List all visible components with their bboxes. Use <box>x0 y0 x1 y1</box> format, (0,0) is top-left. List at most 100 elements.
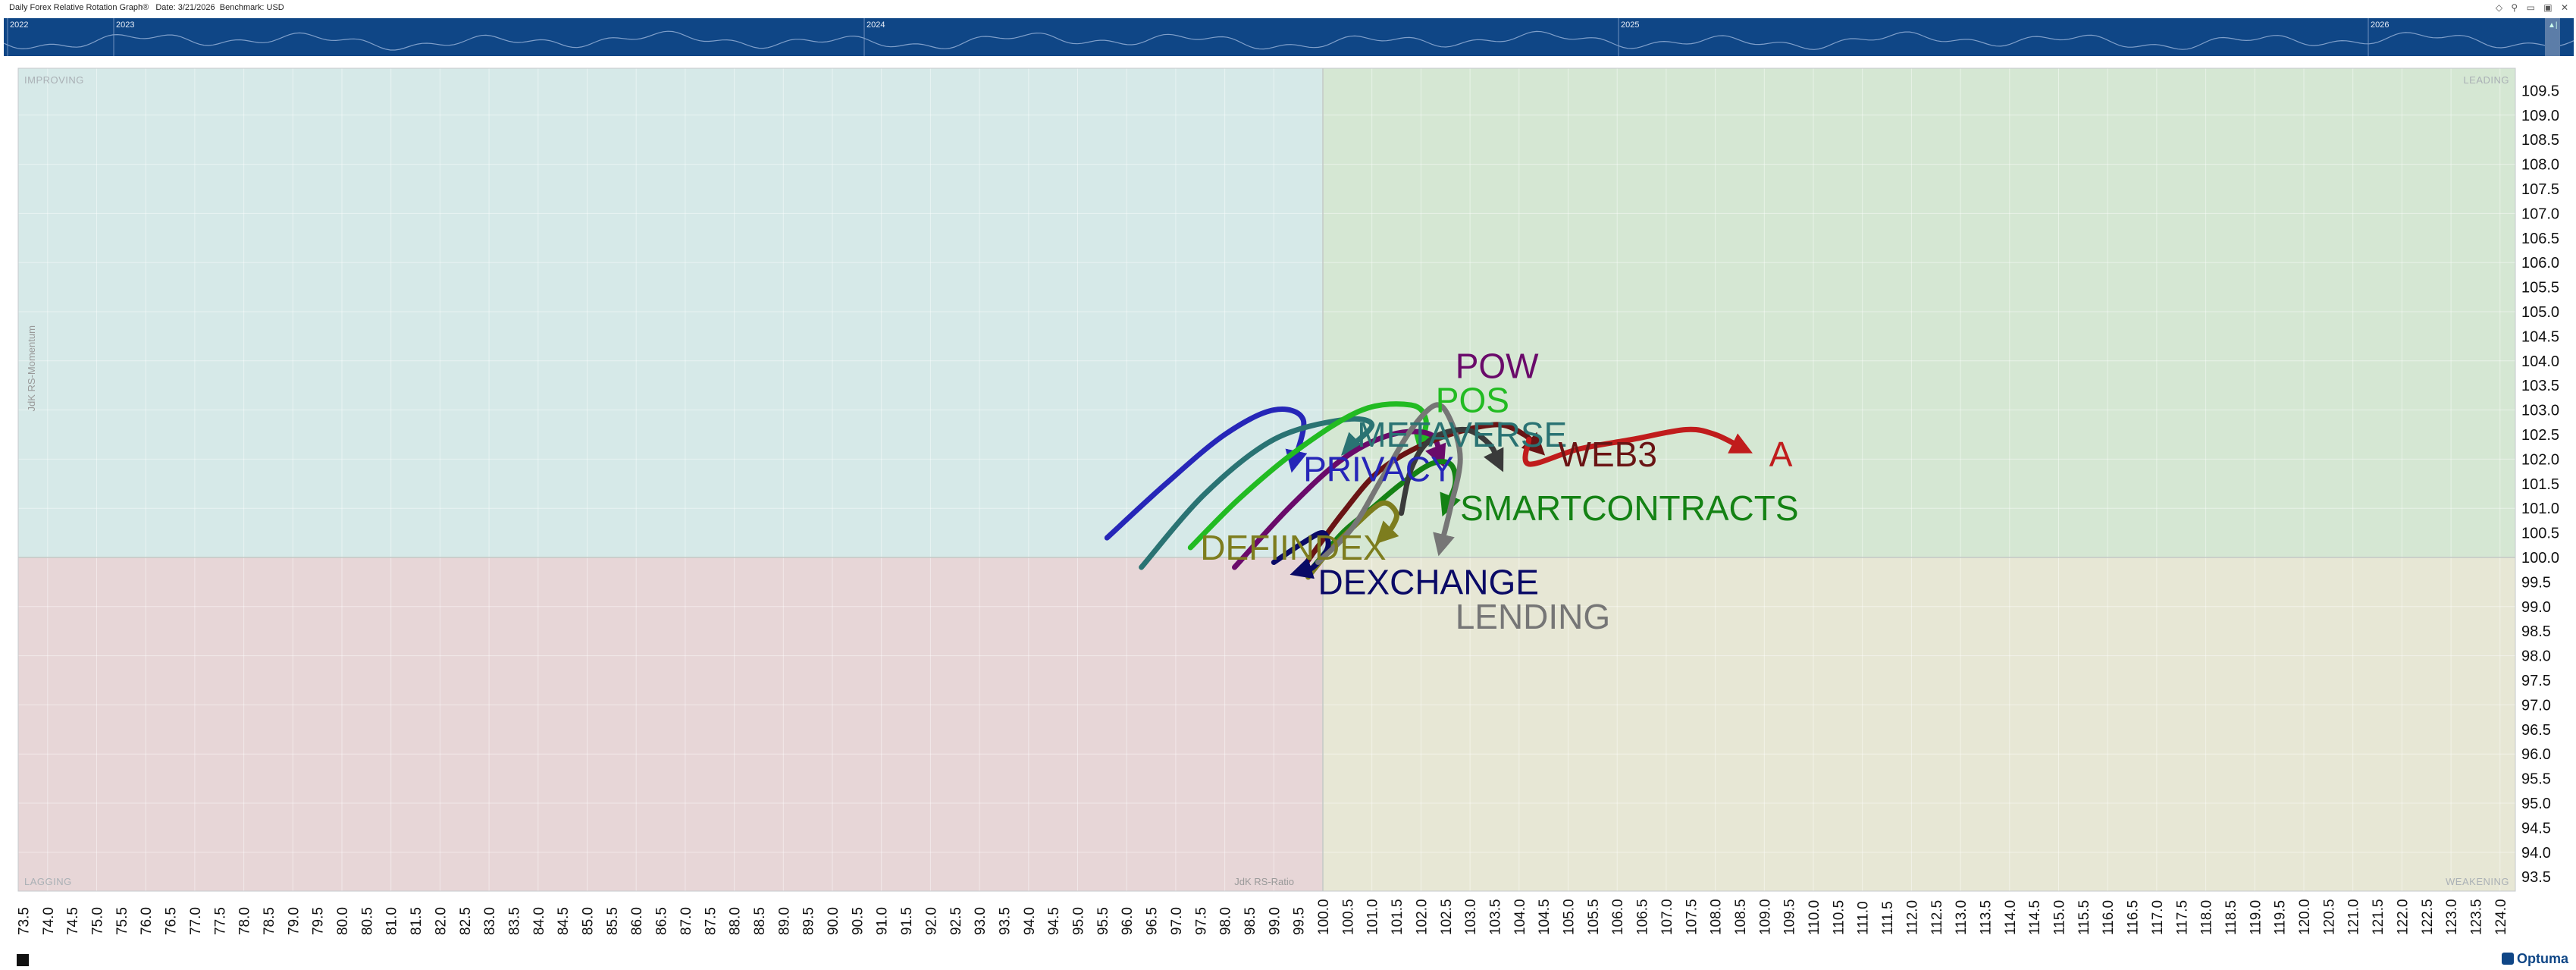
series-label-web3[interactable]: WEB3 <box>1559 435 1657 474</box>
quadrant-label-lagging: LAGGING <box>24 876 72 887</box>
x-tick-label: 109.0 <box>1757 899 1773 935</box>
tail-metaverse[interactable] <box>1139 416 1375 570</box>
x-tick-label: 105.5 <box>1586 899 1602 935</box>
x-tick-label: 81.0 <box>384 907 400 935</box>
x-tick-label: 108.0 <box>1709 899 1725 935</box>
x-tick-label: 75.5 <box>114 907 130 935</box>
tail-a[interactable] <box>1522 426 1753 467</box>
date-navigator[interactable]: 2022 2023 2024 2025 2026 ▲| <box>4 18 2574 56</box>
series-label-lending[interactable]: LENDING <box>1456 597 1610 636</box>
y-tick-label: 99.0 <box>2521 599 2551 616</box>
x-tick-label: 110.0 <box>1807 900 1822 935</box>
x-tick-label: 94.0 <box>1022 907 1038 935</box>
x-tick-label: 88.0 <box>728 907 744 935</box>
y-tick-label: 104.0 <box>2521 353 2559 370</box>
x-tick-label: 104.0 <box>1512 899 1528 935</box>
x-tick-label: 79.5 <box>311 907 327 935</box>
x-tick-label: 91.5 <box>899 907 915 935</box>
tail-lending[interactable] <box>1315 402 1463 565</box>
x-tick-label: 83.5 <box>506 907 522 935</box>
x-tick-label: 122.0 <box>2395 899 2411 935</box>
x-tick-label: 118.5 <box>2223 900 2239 935</box>
x-tick-label: 95.0 <box>1071 907 1087 935</box>
y-tick-label: 101.5 <box>2521 476 2559 493</box>
series-label-dexchange[interactable]: DEXCHANGE <box>1318 562 1539 601</box>
x-tick-label: 89.0 <box>776 907 792 935</box>
series-label-smartcontracts[interactable]: SMARTCONTRACTS <box>1460 488 1798 528</box>
x-tick-label: 89.5 <box>801 907 817 935</box>
x-tick-label: 102.0 <box>1414 899 1430 935</box>
tail-dexchange[interactable] <box>1271 530 1331 579</box>
series-label-pow[interactable]: POW <box>1456 346 1539 385</box>
x-tick-label: 117.5 <box>2174 900 2190 935</box>
plot-border <box>17 67 2516 892</box>
y-tick-label: 94.0 <box>2521 845 2551 862</box>
y-tick-label: 95.0 <box>2521 796 2551 812</box>
title-bar: Daily Forex Relative Rotation Graph® Dat… <box>0 0 2576 17</box>
close-icon[interactable]: ✕ <box>2560 2 2568 13</box>
tail-pos[interactable] <box>1187 401 1435 551</box>
x-tick-label: 77.0 <box>188 907 204 935</box>
rrg-chart[interactable]: IMPROVING LEADING LAGGING WEAKENING JdK RS-R… <box>0 61 2576 948</box>
x-tick-label: 100.5 <box>1340 899 1356 935</box>
navigator-thumb[interactable]: ▲| <box>2545 18 2560 56</box>
x-tick-label: 123.0 <box>2444 899 2460 935</box>
x-tick-label: 95.5 <box>1095 907 1111 935</box>
grid <box>18 68 2515 891</box>
series-label-pos[interactable]: POS <box>1436 381 1509 420</box>
y-tick-label: 98.5 <box>2521 623 2551 640</box>
navigator-year-label: 2026 <box>2371 20 2389 30</box>
tail-privacy[interactable] <box>1104 407 1308 541</box>
quadrant-label-improving: IMPROVING <box>24 74 84 86</box>
series-label-defiindex[interactable]: DEFIINDEX <box>1200 528 1386 567</box>
x-tick-label: 112.0 <box>1904 900 1920 935</box>
series-label-a[interactable]: A <box>1769 435 1793 474</box>
y-tick-label: 96.0 <box>2521 746 2551 763</box>
series-label-metaverse[interactable]: METAVERSE <box>1357 415 1567 454</box>
x-tick-label: 102.5 <box>1439 899 1455 935</box>
logo-mark-icon <box>2501 953 2514 965</box>
quadrant-label-weakening: WEAKENING <box>2446 876 2509 887</box>
x-tick-label: 97.5 <box>1193 907 1209 935</box>
x-tick-label: 117.0 <box>2150 900 2166 935</box>
diamond-icon[interactable]: ◇ <box>2495 2 2503 13</box>
y-tick-label: 102.0 <box>2521 451 2559 468</box>
tail-pow[interactable] <box>1232 428 1446 570</box>
x-tick-label: 75.0 <box>90 907 106 935</box>
x-tick-label: 88.5 <box>752 907 768 935</box>
y-tick-label: 96.5 <box>2521 722 2551 739</box>
title-text: Daily Forex Relative Rotation Graph® <box>9 3 149 12</box>
series-label-privacy[interactable]: PRIVACY <box>1303 449 1454 488</box>
y-tick-label: 100.5 <box>2521 526 2559 542</box>
minimize-icon[interactable]: ▭ <box>2526 2 2535 13</box>
y-tick-label: 105.0 <box>2521 304 2559 321</box>
x-tick-label: 96.0 <box>1120 907 1136 935</box>
x-tick-label: 111.5 <box>1880 901 1896 935</box>
status-square[interactable] <box>17 954 29 966</box>
x-tick-label: 120.0 <box>2297 899 2313 935</box>
x-tick-label: 86.0 <box>629 907 645 935</box>
y-tick-label: 109.5 <box>2521 83 2559 99</box>
optuma-logo: Optuma <box>2501 951 2568 967</box>
x-tick-label: 119.5 <box>2273 900 2289 935</box>
x-tick-label: 116.5 <box>2126 900 2142 935</box>
quadrant-weakening <box>1323 557 2515 891</box>
x-tick-label: 121.5 <box>2371 899 2386 935</box>
x-tick-label: 106.0 <box>1610 899 1626 935</box>
maximize-icon[interactable]: ▣ <box>2543 2 2552 13</box>
pin-icon[interactable]: ⚲ <box>2511 2 2518 13</box>
x-tick-label: 124.0 <box>2493 899 2509 935</box>
y-tick-label: 97.5 <box>2521 673 2551 689</box>
x-tick-label: 74.0 <box>41 907 57 935</box>
logo-text: Optuma <box>2516 951 2568 966</box>
x-tick-label: 101.5 <box>1390 899 1406 935</box>
y-tick-label: 100.0 <box>2521 550 2559 567</box>
x-tick-label: 100.0 <box>1316 899 1332 935</box>
tail-base[interactable] <box>1399 426 1504 516</box>
x-tick-label: 96.5 <box>1145 907 1161 935</box>
x-tick-label: 118.0 <box>2199 900 2215 935</box>
x-tick-label: 76.5 <box>164 907 180 935</box>
x-tick-label: 107.0 <box>1659 899 1675 935</box>
x-tick-label: 114.0 <box>2003 900 2019 935</box>
